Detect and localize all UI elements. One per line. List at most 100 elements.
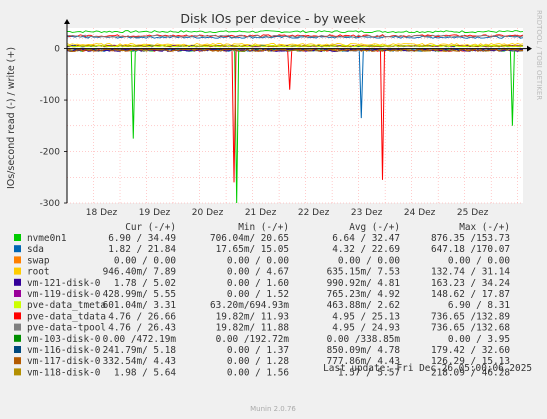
- x-tick-labels: 18 Dez 19 Dez 20 Dez 21 Dez 22 Dez 23 Dez 24 D…: [86, 208, 489, 218]
- legend-series-name: pve-data-tpool: [27, 323, 106, 334]
- legend-value: 0.00 / 4.67: [227, 267, 289, 278]
- legend-value: 4.76 / 26.43: [108, 323, 176, 334]
- legend-swatch-vm-121-disk-0: [14, 278, 21, 286]
- legend-swatch-vm-103-disk-0: [14, 334, 21, 342]
- legend-value: 736.65 /132.68: [431, 323, 510, 334]
- y-tick-label: -100: [40, 96, 61, 106]
- chart-title: Disk IOs per device - by week: [180, 11, 366, 26]
- legend-value: 4.32 / 22.69: [332, 244, 400, 255]
- legend-value: 1.98 / 5.64: [114, 367, 176, 378]
- legend-value: 0.00 / 0.00: [227, 255, 289, 266]
- x-tick-label: 23 Dez: [351, 208, 383, 218]
- legend-series-name: vm-121-disk-0: [27, 278, 101, 289]
- legend-value: 163.23 / 34.24: [431, 278, 510, 289]
- y-tick-label: -200: [40, 148, 61, 158]
- legend-value: 4.95 / 24.93: [332, 323, 400, 334]
- grid-lines: [67, 28, 523, 204]
- y-axis-arrow: [64, 19, 70, 24]
- legend-swatch-pve-data_tmeta: [14, 301, 21, 309]
- legend-value: 1.78 / 5.02: [114, 278, 176, 289]
- axes: [64, 19, 532, 203]
- spike-pve-data_tdata: [231, 51, 237, 183]
- legend-value: 4.95 / 25.13: [332, 311, 400, 322]
- legend-swatch-vm-119-disk-0: [14, 290, 21, 297]
- x-tick-label: 24 Dez: [404, 208, 436, 218]
- y-axis-label: IOs/second read (-) / write (+): [6, 47, 17, 189]
- legend-value: 990.92m/ 4.81: [327, 278, 401, 289]
- legend-swatch-swap: [14, 256, 21, 264]
- x-axis-arrow: [527, 45, 532, 52]
- legend-value: 126.29 / 15.13: [431, 356, 510, 367]
- legend-swatch-vm-118-disk-0: [14, 368, 21, 376]
- last-update: Last update: Fri Dec 26 05:00:06 2025: [323, 363, 532, 374]
- column-header-max: Max (-/+): [459, 222, 510, 233]
- legend-value: 706.04m/ 20.65: [210, 233, 289, 244]
- legend-value: 0.00 / 3.95: [448, 334, 510, 345]
- legend-value: 19.82m/ 11.88: [216, 323, 290, 334]
- legend-value: 0.00 /472.19m: [103, 334, 177, 345]
- legend-series-name: vm-103-disk-0: [27, 334, 101, 345]
- legend-header: Cur (-/+) Min (-/+) Avg (-/+) Max (-/+): [125, 222, 510, 233]
- legend-value: 876.35 /153.73: [431, 233, 510, 244]
- legend-value: 765.23m/ 4.92: [327, 289, 400, 300]
- legend-series-name: swap: [27, 255, 50, 266]
- legend-value: 17.65m/ 15.05: [216, 244, 289, 255]
- legend-value: 0.00 / 1.28: [227, 356, 289, 367]
- legend-value: 6.64 / 32.47: [332, 233, 400, 244]
- legend-series-name: pve-data_tmeta: [27, 300, 106, 311]
- column-header-min: Min (-/+): [238, 222, 289, 233]
- legend-value: 63.20m/694.93m: [210, 300, 289, 311]
- legend-value: 0.00 / 0.00: [338, 255, 400, 266]
- spike-pve-data_tdata: [379, 51, 385, 180]
- y-tick-labels: 0 -100 -200 -300: [40, 45, 67, 209]
- series-line-sda: [66, 35, 524, 39]
- legend-swatch-vm-117-disk-0: [14, 357, 21, 365]
- legend-value: 850.09m/ 4.78: [327, 345, 401, 356]
- legend-value: 777.86m/ 4.43: [327, 356, 400, 367]
- legend-series-name: root: [27, 267, 50, 278]
- legend-value: 148.62 / 17.87: [431, 289, 510, 300]
- legend-value: 635.15m/ 7.53: [327, 267, 400, 278]
- legend-value: 4.76 / 26.66: [108, 311, 176, 322]
- legend-swatch-pve-data_tdata: [14, 312, 21, 320]
- legend-table: nvme0n1 6.90 / 34.49 706.04m/ 20.65 6.64 / …: [14, 233, 510, 378]
- spike-sda: [358, 51, 364, 119]
- legend-value: 601.04m/ 3.31: [103, 300, 177, 311]
- legend-value: 0.00 / 0.00: [114, 255, 176, 266]
- legend-value: 1.82 / 21.84: [108, 244, 176, 255]
- x-tick-label: 18 Dez: [86, 208, 118, 218]
- legend-series-name: pve-data_tdata: [27, 311, 106, 322]
- legend-value: 179.42 / 32.60: [431, 345, 510, 356]
- legend-value: 0.00 / 0.00: [448, 255, 510, 266]
- legend-swatch-nvme0n1: [14, 234, 21, 241]
- series-line-vm-117-disk-0: [66, 48, 524, 52]
- legend-value: 946.40m/ 7.89: [103, 267, 177, 278]
- legend-swatch-vm-116-disk-0: [14, 346, 21, 353]
- column-header-cur: Cur (-/+): [125, 222, 176, 233]
- legend-value: 0.00 / 1.56: [227, 367, 289, 378]
- legend-value: 0.00 / 1.37: [227, 345, 289, 356]
- spike-nvme0n1: [509, 51, 515, 126]
- series-line-pve-data_tmeta: [66, 44, 524, 48]
- legend-value: 463.88m/ 2.62: [327, 300, 400, 311]
- legend-value: 0.00 /192.72m: [216, 334, 290, 345]
- legend-value: 332.54m/ 4.43: [103, 356, 176, 367]
- legend-value: 0.00 /338.85m: [327, 334, 401, 345]
- x-tick-label: 22 Dez: [298, 208, 330, 218]
- legend-swatch-pve-data-tpool: [14, 323, 21, 331]
- series-line-root: [66, 42, 524, 47]
- legend-value: 1.57 / 5.57: [338, 367, 400, 378]
- legend-series-name: vm-118-disk-0: [27, 367, 101, 378]
- legend-swatch-sda: [14, 245, 21, 253]
- legend-value: 647.18 /170.07: [431, 244, 510, 255]
- legend-value: 736.65 /132.89: [431, 311, 510, 322]
- column-header-avg: Avg (-/+): [349, 222, 400, 233]
- x-tick-label: 21 Dez: [245, 208, 277, 218]
- legend-series-name: vm-119-disk-0: [27, 289, 101, 300]
- munin-version: Munin 2.0.76: [250, 405, 296, 413]
- legend-value: 428.99m/ 5.55: [103, 289, 176, 300]
- spike-nvme0n1: [130, 51, 136, 139]
- legend-value: 0.00 / 1.60: [227, 278, 289, 289]
- legend-value: 241.79m/ 5.18: [103, 345, 177, 356]
- y-tick-label: -300: [40, 199, 61, 209]
